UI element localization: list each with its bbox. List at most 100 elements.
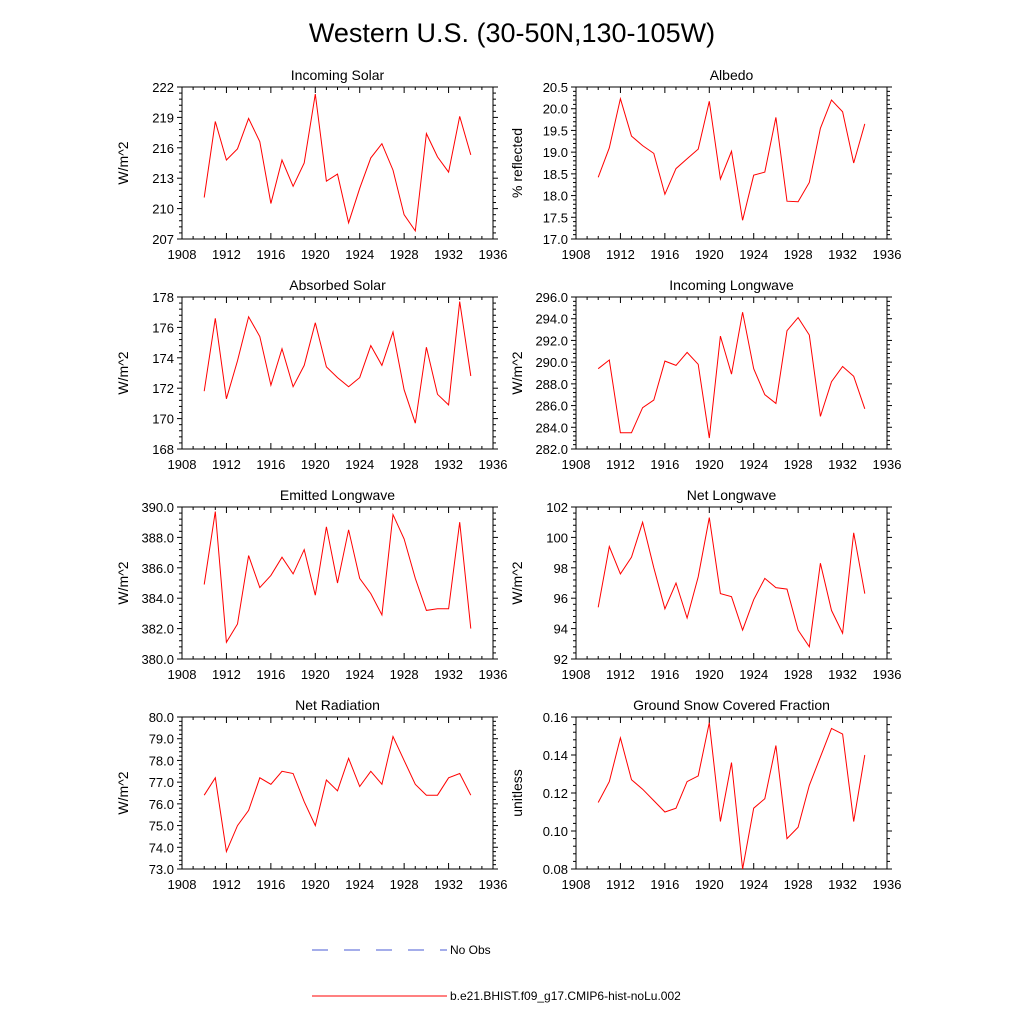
- y-tick-label: 102: [546, 500, 568, 515]
- x-tick-label: 1928: [784, 667, 813, 682]
- y-tick-label: 75.0: [149, 819, 174, 834]
- x-tick-label: 1924: [739, 247, 768, 262]
- x-tick-label: 1912: [606, 667, 635, 682]
- y-tick-label: 390.0: [141, 500, 174, 515]
- y-axis-label: W/m^2: [509, 561, 525, 604]
- x-tick-label: 1912: [212, 667, 241, 682]
- x-tick-label: 1924: [739, 877, 768, 892]
- panel-title: Absorbed Solar: [289, 277, 386, 293]
- x-tick-label: 1936: [873, 247, 902, 262]
- y-axis-label: % reflected: [509, 128, 525, 198]
- x-tick-label: 1920: [301, 457, 330, 472]
- y-tick-label: 78.0: [149, 753, 174, 768]
- y-axis-label: W/m^2: [115, 351, 131, 394]
- x-tick-label: 1916: [256, 877, 285, 892]
- x-tick-label: 1908: [168, 247, 197, 262]
- y-tick-label: 219: [152, 110, 174, 125]
- x-tick-label: 1924: [345, 667, 374, 682]
- legend: No Obs b.e21.BHIST.f09_g17.CMIP6-hist-no…: [312, 943, 681, 1003]
- chart-panel-1: Incoming Solar W/m^2 1908 1912 1916 1920 1924 1…: [115, 67, 507, 262]
- y-tick-label: 388.0: [141, 530, 174, 545]
- panel-title: Albedo: [710, 67, 754, 83]
- y-tick-label: 174: [152, 351, 174, 366]
- y-tick-label: 0.16: [543, 710, 568, 725]
- x-tick-label: 1932: [434, 247, 463, 262]
- chart-panel-2: Albedo % reflected 1908 1912 1916 1920 1924 192…: [509, 67, 901, 262]
- x-tick-label: 1936: [873, 877, 902, 892]
- y-tick-label: 176: [152, 320, 174, 335]
- y-tick-label: 168: [152, 442, 174, 457]
- y-tick-label: 0.14: [543, 748, 568, 763]
- x-tick-label: 1916: [650, 247, 679, 262]
- chart-panel-7: Net Radiation W/m^2 1908 1912 1916 1920 1924 19…: [115, 697, 507, 892]
- x-tick-label: 1916: [650, 877, 679, 892]
- y-tick-label: 80.0: [149, 710, 174, 725]
- y-tick-label: 207: [152, 232, 174, 247]
- y-tick-label: 18.0: [543, 189, 568, 204]
- y-tick-label: 296.0: [535, 290, 568, 305]
- panel-title: Net Radiation: [295, 697, 380, 713]
- x-tick-label: 1912: [212, 247, 241, 262]
- y-tick-label: 290.0: [535, 355, 568, 370]
- y-tick-label: 210: [152, 202, 174, 217]
- y-tick-label: 96: [554, 591, 568, 606]
- x-tick-label: 1932: [828, 247, 857, 262]
- series-line-1: [597, 96, 866, 221]
- y-tick-label: 100: [546, 530, 568, 545]
- y-axis-label: W/m^2: [115, 771, 131, 814]
- x-tick-label: 1916: [256, 247, 285, 262]
- x-tick-label: 1924: [739, 667, 768, 682]
- chart-panel-8: Ground Snow Covered Fraction unitless 1908…: [509, 697, 901, 892]
- x-tick-label: 1936: [479, 667, 508, 682]
- x-tick-label: 1932: [434, 877, 463, 892]
- legend-model-label: b.e21.BHIST.f09_g17.CMIP6-hist-noLu.002: [450, 989, 681, 1003]
- y-tick-label: 294.0: [535, 312, 568, 327]
- panel-title: Incoming Solar: [291, 67, 385, 83]
- y-axis-label: W/m^2: [115, 141, 131, 184]
- y-axis-label: W/m^2: [509, 351, 525, 394]
- series-line-1: [203, 94, 472, 233]
- x-tick-label: 1936: [479, 247, 508, 262]
- y-tick-label: 98: [554, 561, 568, 576]
- series-line-1: [597, 722, 866, 870]
- y-tick-label: 292.0: [535, 333, 568, 348]
- x-tick-label: 1924: [345, 877, 374, 892]
- chart-panel-5: Emitted Longwave W/m^2 1908 1912 1916 1920 192…: [115, 487, 507, 682]
- y-tick-label: 384.0: [141, 591, 174, 606]
- y-axis-label: unitless: [509, 769, 525, 816]
- x-tick-label: 1912: [606, 457, 635, 472]
- x-tick-label: 1932: [828, 457, 857, 472]
- x-tick-label: 1908: [168, 877, 197, 892]
- y-tick-label: 92: [554, 652, 568, 667]
- x-tick-label: 1936: [873, 457, 902, 472]
- x-tick-label: 1908: [562, 667, 591, 682]
- series-line-1: [203, 734, 472, 854]
- figure-title: Western U.S. (30-50N,130-105W): [309, 18, 715, 48]
- y-tick-label: 386.0: [141, 561, 174, 576]
- y-tick-label: 19.0: [543, 145, 568, 160]
- x-tick-label: 1932: [434, 457, 463, 472]
- x-tick-label: 1908: [168, 457, 197, 472]
- x-tick-label: 1932: [434, 667, 463, 682]
- x-tick-label: 1920: [695, 877, 724, 892]
- x-tick-label: 1912: [212, 877, 241, 892]
- panel-title: Emitted Longwave: [280, 487, 395, 503]
- x-tick-label: 1924: [739, 457, 768, 472]
- x-tick-label: 1908: [168, 667, 197, 682]
- y-tick-label: 74.0: [149, 840, 174, 855]
- plot-frame: [575, 506, 888, 660]
- plot-frame: [181, 86, 494, 240]
- x-tick-label: 1908: [562, 247, 591, 262]
- x-tick-label: 1928: [390, 247, 419, 262]
- x-tick-label: 1936: [479, 457, 508, 472]
- x-tick-label: 1908: [562, 457, 591, 472]
- chart-panel-3: Absorbed Solar W/m^2 1908 1912 1916 1920 1924 1…: [115, 277, 507, 472]
- x-tick-label: 1928: [390, 457, 419, 472]
- panels-group: Incoming Solar W/m^2 1908 1912 1916 1920 1924 1…: [115, 67, 901, 892]
- x-tick-label: 1916: [650, 457, 679, 472]
- y-tick-label: 170: [152, 412, 174, 427]
- x-tick-label: 1920: [301, 247, 330, 262]
- y-tick-label: 76.0: [149, 797, 174, 812]
- y-tick-label: 20.0: [543, 102, 568, 117]
